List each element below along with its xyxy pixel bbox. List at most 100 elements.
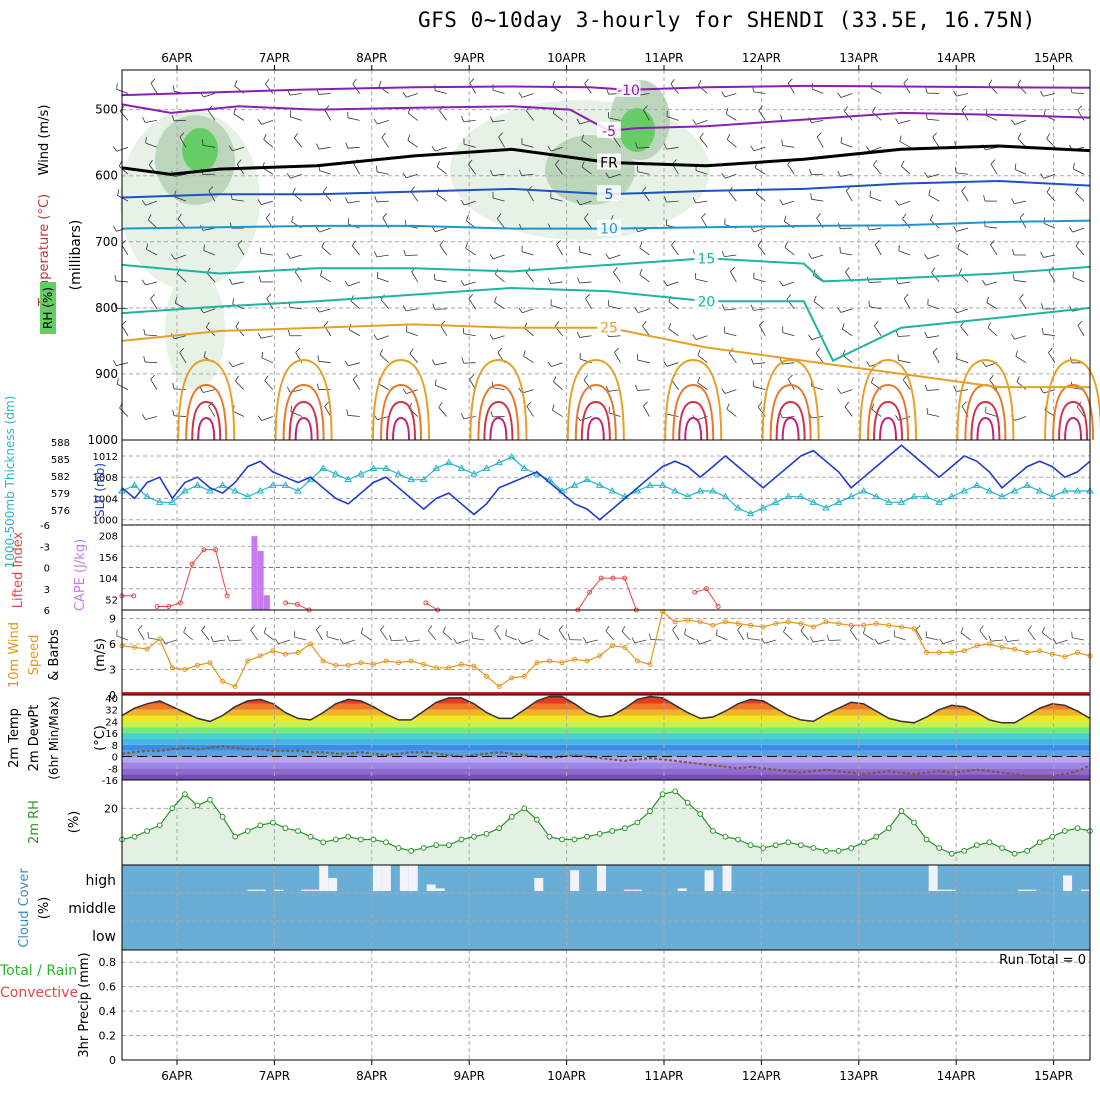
wind-barb-upper	[170, 253, 175, 260]
wind-barb-upper	[233, 108, 236, 115]
rh-marker	[471, 833, 477, 840]
wind-barb-upper	[206, 321, 210, 328]
wind-barb-upper	[286, 386, 291, 393]
temperature-contour-hot	[867, 383, 910, 441]
temperature-band	[122, 768, 1090, 775]
thickness-marker	[947, 492, 956, 500]
wind-barb-upper	[985, 281, 998, 286]
wind-barb-upper	[1040, 303, 1044, 310]
wind-barb-upper	[925, 87, 928, 94]
thickness-marker	[671, 487, 680, 494]
wind-barb-upper	[642, 321, 647, 327]
wind-barb-upper	[1075, 192, 1085, 202]
li-tick-label: 6	[44, 606, 50, 617]
thickness-marker	[922, 492, 931, 500]
wind-barb-upper	[927, 304, 940, 310]
wind-barb-10m	[380, 629, 388, 641]
wind-barb-upper	[608, 117, 621, 121]
wind-barb-upper	[290, 173, 302, 179]
wind-barb-upper	[1077, 320, 1083, 326]
wind-barb-upper	[666, 281, 679, 287]
temperature-tick-label: 0	[112, 753, 118, 764]
wind-barb-upper	[757, 401, 763, 408]
thickness-marker	[155, 498, 164, 505]
rh-marker	[420, 845, 427, 851]
thickness-marker	[834, 498, 843, 505]
thickness-marker	[872, 492, 881, 500]
date-tick-label: 12APR	[742, 51, 781, 65]
wind-barb-upper	[605, 172, 610, 179]
wind-barb-upper	[899, 141, 911, 148]
date-tick-label-bottom: 7APR	[259, 1069, 290, 1083]
wind-barb-upper	[639, 242, 643, 249]
wind-barb-upper	[463, 119, 476, 123]
wind-barb-upper	[580, 200, 592, 206]
wind-speed-marker	[245, 658, 251, 664]
wind-barb-10m	[621, 625, 626, 632]
pressure-tick-label: 800	[95, 301, 118, 315]
wind-barb-upper	[347, 117, 360, 121]
wind-barb-upper	[526, 401, 532, 407]
wind-barb-upper	[754, 167, 766, 175]
rh-marker	[709, 828, 716, 834]
thickness-marker	[218, 481, 227, 488]
wind-barb-upper	[725, 113, 737, 121]
wind-barb-upper	[556, 244, 563, 256]
wind-barb-upper	[608, 335, 621, 338]
rh-marker	[936, 845, 943, 851]
wind-barb-upper	[666, 362, 679, 367]
wind-barb-upper	[232, 146, 244, 152]
wind-barb-upper	[961, 109, 969, 121]
thickness-marker	[897, 498, 906, 505]
wind-barb-upper	[1075, 240, 1080, 247]
rh-marker	[370, 836, 377, 843]
wind-barb-upper	[201, 139, 204, 146]
wind-barb-10m	[505, 635, 518, 641]
axis-label-temperature: Temperature (°C)	[37, 194, 52, 307]
wind-speed-marker	[961, 648, 967, 654]
wind-barb-upper	[1019, 213, 1025, 219]
wind-barb-upper	[320, 269, 323, 276]
wind-barb-10m	[1027, 630, 1036, 641]
wind-barb-upper	[957, 248, 969, 256]
wind-barb-upper	[431, 145, 436, 152]
li-tick-label: 3	[44, 585, 50, 596]
wind-barb-upper	[924, 253, 929, 260]
wind-barb-upper	[150, 374, 156, 380]
wind-barb-upper	[231, 198, 244, 202]
rh-marker	[445, 842, 452, 849]
rh-marker	[634, 819, 641, 826]
wind-barb-upper	[844, 406, 853, 417]
wind-barb-upper	[845, 190, 853, 202]
wind-barb-upper	[668, 328, 679, 337]
wind-barb-upper	[468, 294, 474, 300]
wind-barb-upper	[782, 145, 795, 148]
thickness-marker	[784, 492, 793, 500]
wind-barb-upper	[257, 199, 262, 205]
cloud-bar-high	[381, 865, 391, 891]
wind-barb-upper	[460, 413, 465, 419]
wind-barb-upper	[815, 352, 824, 363]
temperature-contour	[121, 103, 1091, 132]
wind-barb-upper	[898, 250, 911, 256]
thickness-marker	[268, 481, 277, 488]
wind-barb-upper	[373, 334, 378, 341]
wind-barb-10m	[263, 632, 275, 641]
temperature-contour	[121, 84, 1091, 97]
wind-barb-upper	[840, 252, 853, 256]
wind-barb-upper	[579, 251, 592, 256]
thickness-tick-label: 576	[51, 506, 70, 517]
rh-marker	[131, 833, 138, 840]
wind-barb-upper	[1046, 133, 1050, 139]
wind-barb-upper	[174, 173, 187, 177]
wind-barb-upper	[403, 249, 407, 256]
rh-marker	[621, 825, 628, 832]
thickness-marker	[746, 509, 755, 517]
wind-barb-upper	[464, 281, 476, 286]
wind-barb-10m	[360, 627, 364, 634]
thickness-tick-label: 588	[51, 438, 70, 449]
temperature-contour-hot	[775, 400, 806, 441]
temperature-band	[122, 738, 1090, 745]
wind-barb-upper	[463, 416, 476, 420]
rh-shading	[619, 108, 655, 152]
